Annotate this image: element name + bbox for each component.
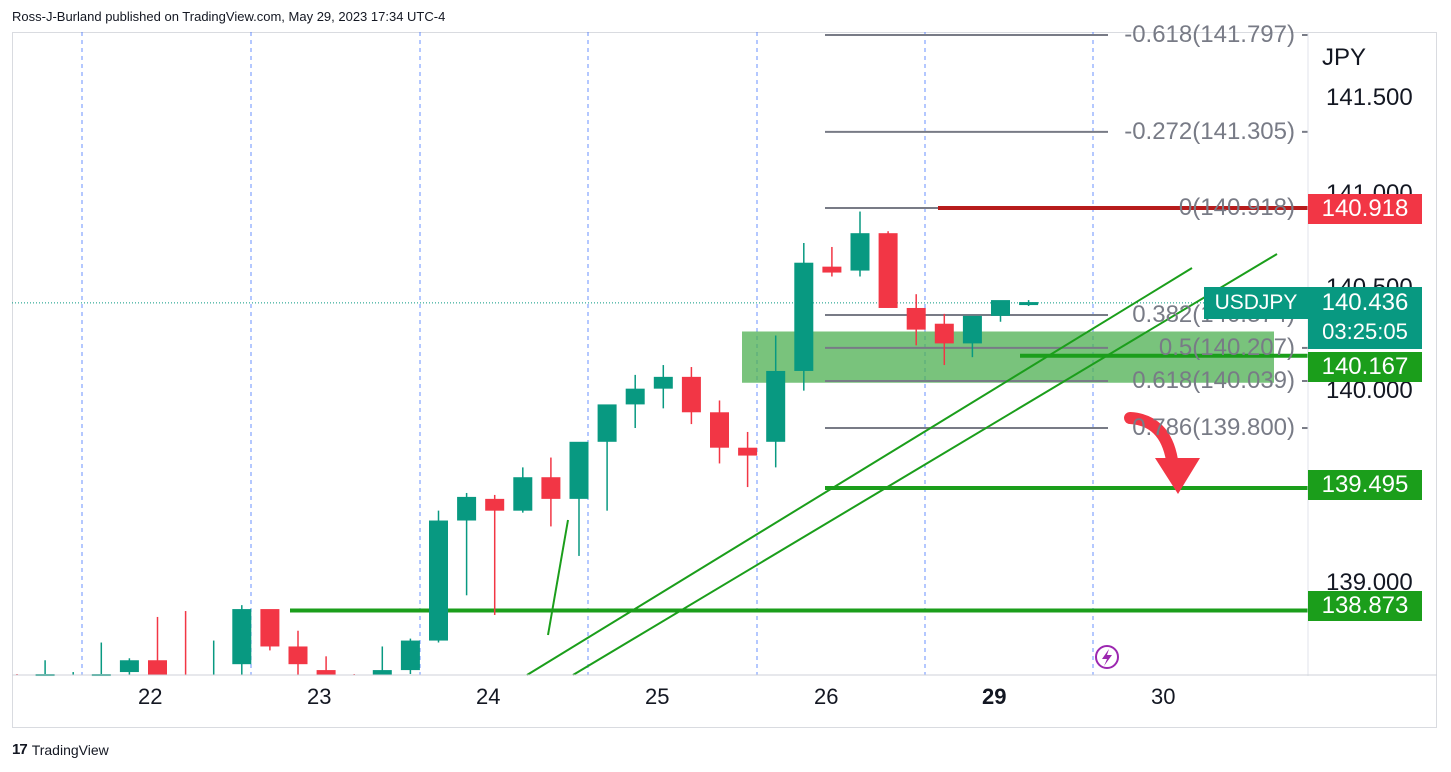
candle-body-11 bbox=[316, 670, 336, 675]
candle-body-21 bbox=[597, 404, 617, 442]
trend-lines bbox=[526, 253, 1278, 676]
candle-body-13 bbox=[372, 670, 392, 675]
footer: 17 TradingView bbox=[12, 741, 109, 758]
candle-body-31 bbox=[878, 233, 898, 308]
candle-body-15 bbox=[429, 520, 448, 641]
candle-body-28 bbox=[794, 262, 814, 371]
candlesticks bbox=[16, 211, 1039, 677]
candle-body-34 bbox=[962, 315, 982, 344]
candle-body-33 bbox=[934, 323, 954, 344]
candle-body-35 bbox=[991, 300, 1010, 316]
trend-line-outer bbox=[572, 253, 1278, 676]
candle-body-17 bbox=[485, 498, 505, 511]
fib-label-2: 0(140.918) bbox=[1178, 194, 1295, 221]
symbol-badge[interactable]: USDJPY bbox=[1204, 287, 1308, 319]
down-arrow-icon bbox=[1124, 412, 1178, 466]
tradingview-logo-icon: 17 bbox=[12, 741, 28, 758]
price-tick-1: 141.500 bbox=[1326, 84, 1413, 111]
date-label-29: 29 bbox=[982, 684, 1007, 709]
fib-label-5: 0.618(140.039) bbox=[1132, 366, 1295, 394]
candle-body-19 bbox=[541, 477, 561, 499]
fib-label-4: 0.5(140.207) bbox=[1158, 333, 1295, 361]
date-label-26: 26 bbox=[814, 684, 839, 709]
currency-label: JPY bbox=[1322, 44, 1367, 71]
candle-body-20 bbox=[569, 441, 589, 499]
candle-body-10 bbox=[288, 646, 308, 665]
candle-body-25 bbox=[710, 412, 729, 448]
down-arrow-head bbox=[1155, 458, 1200, 494]
candle-body-8 bbox=[232, 609, 252, 665]
candle-body-14 bbox=[400, 640, 420, 671]
date-label-22: 22 bbox=[138, 684, 163, 709]
candle-body-23 bbox=[653, 376, 673, 389]
date-label-25: 25 bbox=[645, 684, 670, 709]
date-label-30: 30 bbox=[1151, 684, 1176, 709]
date-label-24: 24 bbox=[476, 684, 501, 709]
candle-body-36 bbox=[1019, 302, 1039, 306]
lightning-icon bbox=[1095, 645, 1119, 669]
high-price-badge: 140.918 bbox=[1308, 194, 1422, 224]
support-2-badge: 138.873 bbox=[1308, 591, 1422, 621]
candle-body-24 bbox=[681, 376, 701, 413]
trend-line-inner bbox=[526, 267, 1193, 676]
publisher-header: Ross-J-Burland published on TradingView.… bbox=[12, 9, 446, 24]
target-badge: 139.495 bbox=[1308, 470, 1422, 500]
candle-body-9 bbox=[260, 609, 280, 647]
candle-body-18 bbox=[513, 477, 533, 511]
candle-body-22 bbox=[625, 388, 645, 405]
candle-body-26 bbox=[738, 447, 758, 456]
bar-countdown: 03:25:05 bbox=[1322, 319, 1408, 344]
candle-body-16 bbox=[457, 496, 477, 521]
candle-body-4 bbox=[119, 660, 139, 673]
last-price-value: 140.436 bbox=[1321, 289, 1409, 316]
fib-label-0: -0.618(141.797) bbox=[1124, 21, 1295, 48]
candle-body-5 bbox=[148, 660, 167, 675]
candle-body-32 bbox=[906, 307, 926, 330]
fib-label-6: 0.786(139.800) bbox=[1132, 414, 1295, 442]
horizontal-levels bbox=[290, 206, 1308, 613]
footer-brand: TradingView bbox=[31, 741, 109, 758]
candle-body-30 bbox=[850, 233, 870, 271]
fib-label-1: -0.272(141.305) bbox=[1124, 117, 1295, 145]
candle-body-29 bbox=[822, 266, 842, 273]
chart-frame bbox=[12, 32, 1437, 728]
date-label-23: 23 bbox=[307, 684, 332, 709]
support-1-badge: 140.167 bbox=[1308, 352, 1422, 382]
trend-line-steep bbox=[547, 519, 569, 636]
candle-body-27 bbox=[766, 370, 786, 442]
last-price-badge: 140.436 03:25:05 bbox=[1308, 287, 1422, 349]
